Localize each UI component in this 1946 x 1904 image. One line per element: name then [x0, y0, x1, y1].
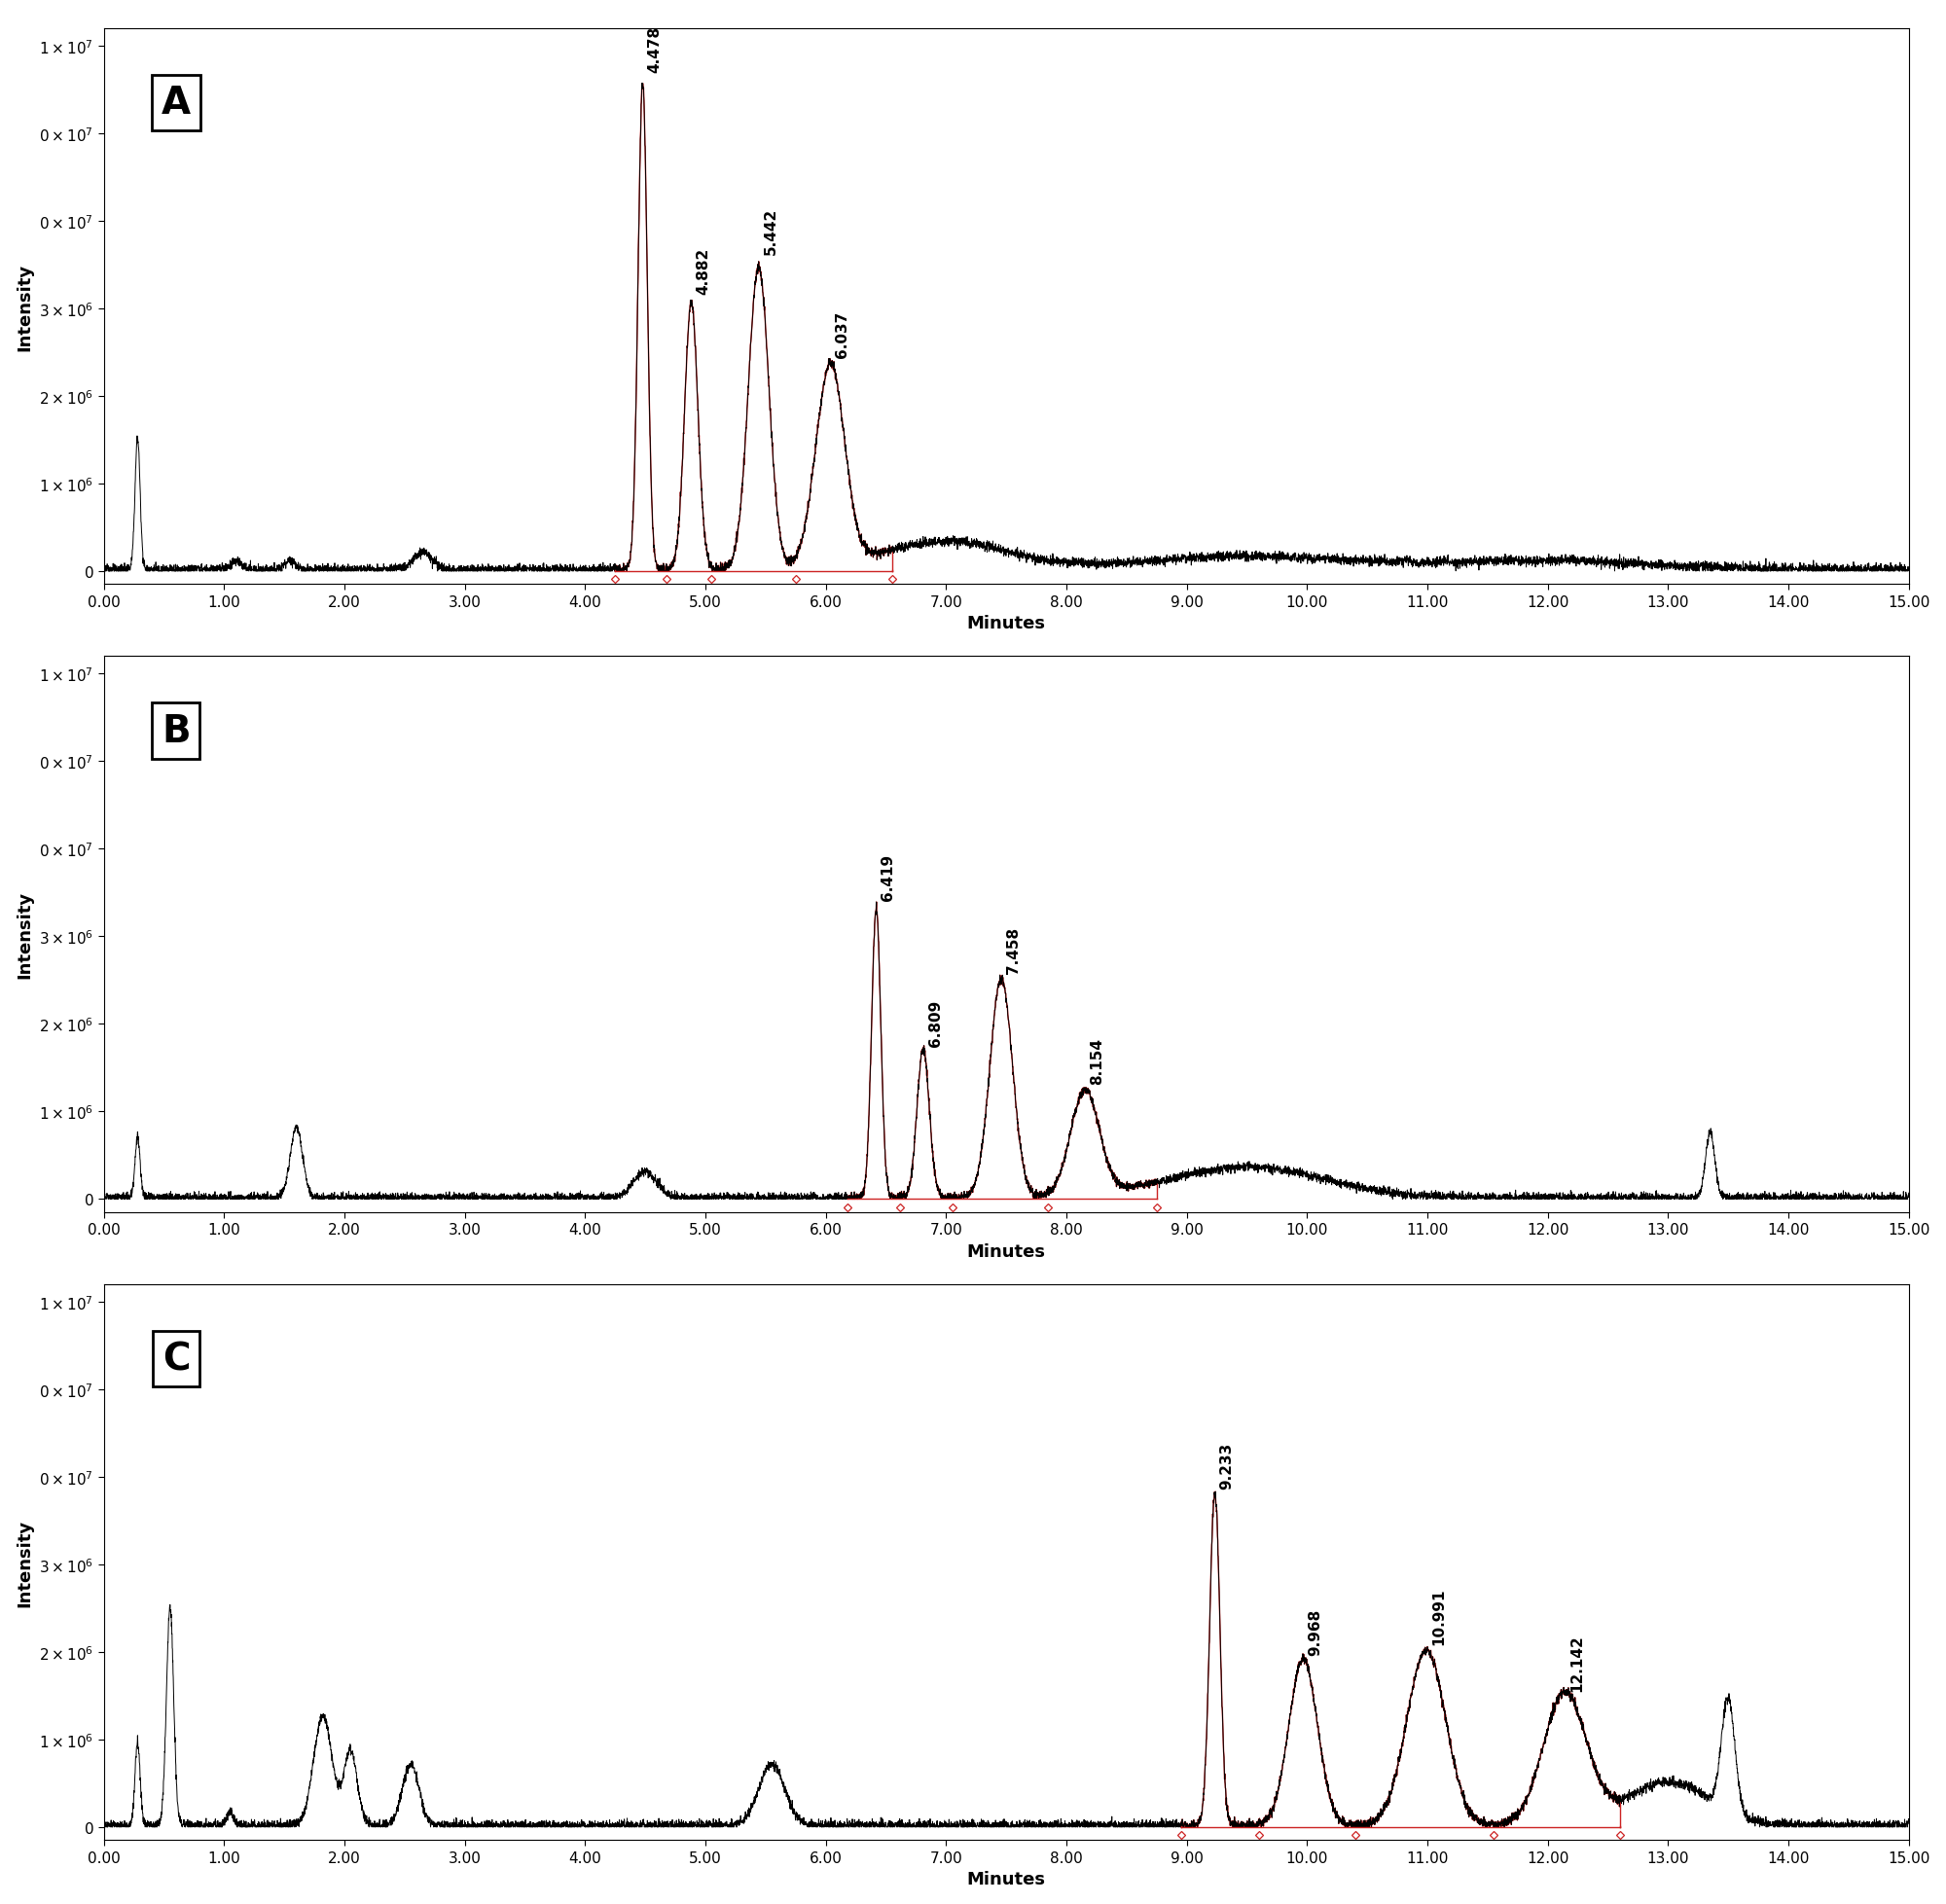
- Text: C: C: [162, 1340, 191, 1377]
- Text: 4.478: 4.478: [648, 27, 662, 72]
- Text: 9.968: 9.968: [1308, 1609, 1323, 1655]
- Text: 4.882: 4.882: [697, 248, 710, 295]
- X-axis label: Minutes: Minutes: [967, 1243, 1045, 1260]
- Y-axis label: Intensity: Intensity: [16, 263, 33, 350]
- Y-axis label: Intensity: Intensity: [16, 1519, 33, 1607]
- Text: 5.442: 5.442: [763, 208, 778, 255]
- Text: A: A: [162, 86, 191, 122]
- Y-axis label: Intensity: Intensity: [16, 891, 33, 979]
- Text: B: B: [162, 712, 191, 750]
- Text: 7.458: 7.458: [1006, 927, 1020, 973]
- X-axis label: Minutes: Minutes: [967, 615, 1045, 632]
- Text: 6.809: 6.809: [928, 1000, 942, 1047]
- Text: 9.233: 9.233: [1220, 1443, 1234, 1489]
- Text: 12.142: 12.142: [1570, 1634, 1584, 1691]
- Text: 6.037: 6.037: [835, 310, 850, 358]
- Text: 10.991: 10.991: [1430, 1588, 1446, 1645]
- Text: 6.419: 6.419: [882, 855, 895, 901]
- Text: 8.154: 8.154: [1090, 1038, 1105, 1083]
- X-axis label: Minutes: Minutes: [967, 1870, 1045, 1887]
